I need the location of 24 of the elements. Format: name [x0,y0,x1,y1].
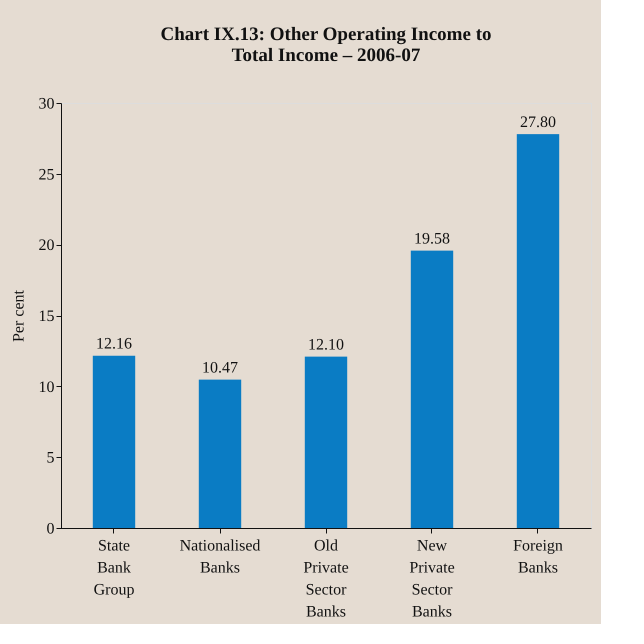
x-tick-label: Nationalised Banks [180,538,260,576]
y-tick-label: 25 [38,166,54,184]
bar [304,356,348,528]
bar [516,134,560,528]
chart-title: Chart IX.13: Other Operating Income to Total Income – 2006-07 [160,24,492,66]
bar [410,250,454,528]
x-tick-label: Foreign Banks [513,538,563,576]
data-label: 19.58 [414,230,450,248]
y-tick-label: 20 [38,237,54,254]
data-label: 10.47 [202,360,238,377]
y-tick-label: 15 [38,308,54,325]
x-tick-label: State Bank Group [94,538,134,598]
x-tick-label: New Private Sector Banks [409,538,455,620]
y-tick-label: 5 [46,450,54,467]
y-tick-label: 0 [46,520,54,538]
bar [198,380,242,528]
data-label: 27.80 [520,114,556,132]
y-axis-title: Per cent [10,289,28,342]
data-label: 12.10 [308,336,344,354]
data-label: 12.16 [96,336,132,353]
y-tick-label: 10 [38,378,54,396]
x-tick-label: Old Private Sector Banks [303,538,349,620]
y-tick-label: 30 [38,96,54,112]
bar [92,356,136,528]
